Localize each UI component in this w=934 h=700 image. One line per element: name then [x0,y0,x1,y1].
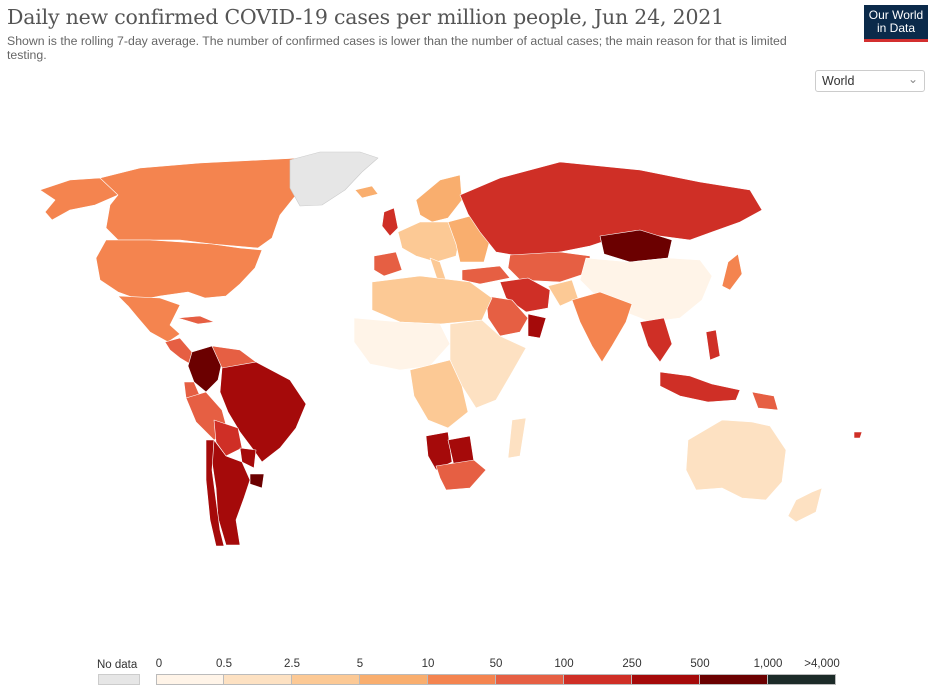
logo-line-1: Our World [868,8,924,22]
country-argentina[interactable] [211,439,251,546]
country-turkey[interactable] [461,265,511,285]
country-uruguay[interactable] [249,473,265,489]
country-south-africa[interactable] [435,459,487,491]
country-russia[interactable] [459,161,763,259]
country-brazil[interactable] [219,361,307,463]
country-west-africa[interactable] [353,317,451,371]
legend-tick-label: 500 [690,658,710,670]
country-iceland[interactable] [354,185,379,199]
logo-line-2: in Data [876,21,916,35]
legend-bin[interactable] [292,674,360,685]
country-greenland[interactable] [289,151,379,207]
legend-tick-label: 0.5 [216,658,232,670]
legend-tick-label: 1,000 [753,658,783,670]
country-saudi-arabia[interactable] [485,295,529,337]
country-north-africa[interactable] [371,275,493,325]
country-indonesia[interactable] [659,371,741,403]
legend-bin[interactable] [564,674,632,685]
chevron-down-icon: ⌄ [907,72,918,86]
country-iran[interactable] [499,277,551,313]
country-papua-new-guinea[interactable] [751,391,779,411]
country-philippines[interactable] [705,329,721,361]
region-select-value: World [822,74,855,88]
owid-logo[interactable]: Our World in Data [864,5,928,42]
country-kazakhstan[interactable] [507,251,591,283]
country-canada[interactable] [99,157,301,249]
country-new-zealand[interactable] [787,487,823,523]
legend-bin[interactable] [428,674,496,685]
country-central-africa[interactable] [409,359,469,429]
chart-subtitle: Shown is the rolling 7-day average. The … [7,34,787,62]
country-spain[interactable] [373,251,403,277]
country-madagascar[interactable] [507,417,527,459]
legend-bin[interactable] [700,674,768,685]
country-scandinavia[interactable] [415,174,463,223]
country-alaska[interactable] [39,177,121,221]
country-australia[interactable] [685,419,787,501]
legend-tick-label: >4,000 [804,658,840,670]
country-central-america[interactable] [164,337,193,365]
legend-bin[interactable] [224,674,292,685]
legend-bin[interactable] [496,674,564,685]
country-southeast-asia[interactable] [639,317,673,363]
legend-tick-label: 250 [622,658,642,670]
country-cuba[interactable] [177,315,215,325]
legend-no-data-swatch[interactable] [98,674,140,685]
legend-bin[interactable] [360,674,428,685]
legend-tick-label: 0 [155,658,163,670]
legend-tick-label: 2.5 [284,658,300,670]
country-japan[interactable] [721,253,743,291]
logo-accent-bar [864,39,928,42]
country-uk[interactable] [381,207,399,237]
legend-bin[interactable] [768,674,836,685]
country-usa[interactable] [95,239,263,301]
country-chile[interactable] [205,439,225,547]
legend-bin[interactable] [156,674,224,685]
country-bolivia[interactable] [213,419,243,457]
legend-no-data-label: No data [97,659,138,671]
country-fiji[interactable] [853,431,863,439]
legend-tick-label: 100 [554,658,574,670]
country-oman[interactable] [527,313,547,339]
country-paraguay[interactable] [239,447,257,469]
legend-tick-label: 10 [421,658,435,670]
legend-tick-label: 50 [489,658,503,670]
country-india[interactable] [571,291,633,363]
country-china[interactable] [579,257,713,323]
chart-title: Daily new confirmed COVID-19 cases per m… [7,5,724,29]
legend-bin[interactable] [632,674,700,685]
region-select[interactable]: World ⌄ [815,70,925,92]
country-mexico[interactable] [117,295,181,343]
legend-tick-label: 5 [356,658,364,670]
country-western-europe[interactable] [397,221,461,263]
